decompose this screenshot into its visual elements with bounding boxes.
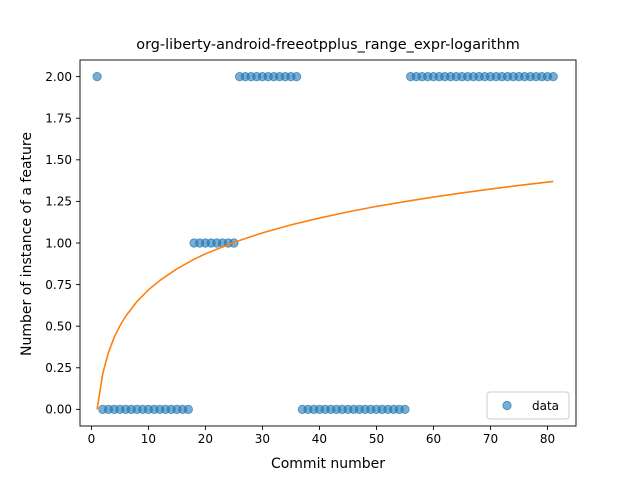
y-tick-label: 1.00 <box>45 236 72 250</box>
x-tick-label: 50 <box>369 432 384 446</box>
y-tick-label: 1.75 <box>45 112 72 126</box>
x-tick-label: 40 <box>312 432 327 446</box>
data-point <box>400 404 410 414</box>
legend: data <box>486 391 570 420</box>
x-axis: 0 10 20 30 40 50 60 70 80 <box>88 426 555 446</box>
x-axis-label: Commit number <box>271 456 385 472</box>
plot-area <box>79 59 577 427</box>
y-axis: 0.00 0.25 0.50 0.75 1.00 1.25 1.50 1.75 2.00 <box>45 70 80 417</box>
data-point <box>92 72 102 82</box>
chart-title: org-liberty-android-freeotpplus_range_ex… <box>136 37 519 53</box>
x-tick-label: 80 <box>540 432 555 446</box>
x-tick-label: 30 <box>255 432 270 446</box>
y-tick-label: 0.00 <box>45 403 72 417</box>
y-tick-label: 0.50 <box>45 319 72 333</box>
data-point <box>548 72 558 82</box>
y-tick-label: 1.50 <box>45 153 72 167</box>
x-tick-label: 20 <box>198 432 213 446</box>
y-axis-label: Number of instance of a feature <box>19 132 35 356</box>
data-point <box>183 404 193 414</box>
y-tick-label: 0.75 <box>45 278 72 292</box>
y-tick-label: 0.25 <box>45 361 72 375</box>
legend-marker <box>502 400 512 411</box>
x-tick-label: 10 <box>141 432 156 446</box>
fit-line <box>96 180 554 410</box>
legend-label: data <box>532 399 559 413</box>
y-tick-label: 1.25 <box>45 195 72 209</box>
legend-box <box>486 391 570 420</box>
x-tick-label: 70 <box>483 432 498 446</box>
x-tick-label: 0 <box>88 432 96 446</box>
y-tick-label: 2.00 <box>45 70 72 84</box>
x-tick-label: 60 <box>426 432 441 446</box>
data-point <box>292 72 302 82</box>
